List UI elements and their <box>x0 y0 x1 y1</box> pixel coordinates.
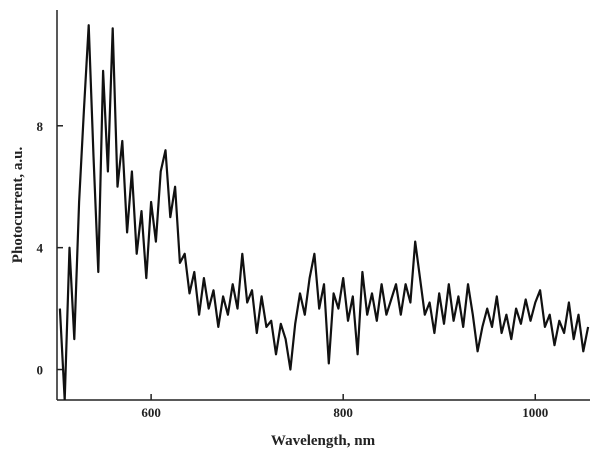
y-tick-label: 8 <box>37 119 44 134</box>
y-tick-label: 4 <box>37 241 44 256</box>
x-tick-label: 600 <box>141 405 161 420</box>
x-tick-label: 1000 <box>522 405 548 420</box>
y-tick-label: 0 <box>37 363 44 378</box>
x-tick-label: 800 <box>333 405 353 420</box>
x-axis-label: Wavelength, nm <box>271 433 376 449</box>
y-axis-label: Photocurrent, a.u. <box>10 147 26 264</box>
data-line <box>58 24 590 400</box>
